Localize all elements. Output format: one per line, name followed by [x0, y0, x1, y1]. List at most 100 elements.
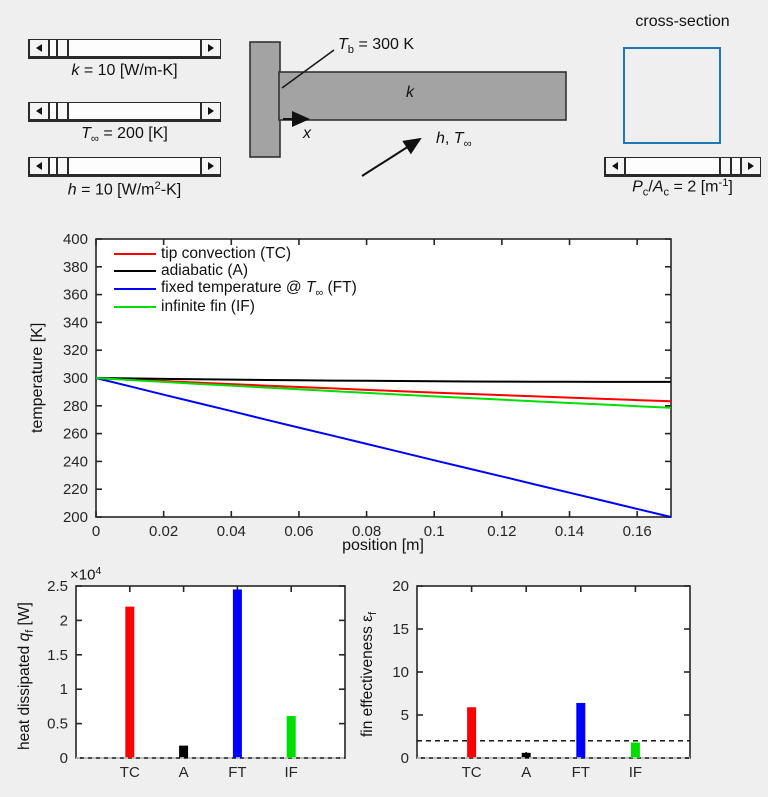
- bar-a: [179, 745, 189, 758]
- y-tick-label: 1.5: [47, 647, 68, 664]
- cross-section-square: [623, 47, 721, 144]
- legend-label-ft: fixed temperature @ T∞ (FT): [161, 279, 357, 299]
- k-slider[interactable]: [28, 39, 221, 59]
- plot-area: [75, 585, 346, 759]
- right-arrow-icon: [208, 162, 218, 170]
- k-slider-right-arrow[interactable]: [200, 40, 220, 56]
- text-segment: T: [305, 279, 316, 297]
- x-tick-label: IF: [629, 764, 642, 781]
- text-segment: A: [652, 178, 664, 196]
- text-segment: 4: [95, 565, 102, 577]
- pa-slider-right-arrow[interactable]: [740, 158, 760, 174]
- y-tick-label: 400: [63, 231, 88, 248]
- h-slider-thumb[interactable]: [56, 158, 69, 174]
- t-inf-slider[interactable]: [28, 102, 221, 122]
- legend-line-ft: [114, 287, 156, 290]
- y-tick-label: 20: [392, 578, 409, 595]
- text-segment: ∞: [463, 137, 472, 150]
- right-arrow-icon: [208, 107, 218, 115]
- text-segment: x: [303, 125, 311, 142]
- text-segment: T: [338, 36, 348, 53]
- t-inf-slider-thumb[interactable]: [56, 103, 69, 119]
- x-tick-label: 0: [92, 523, 100, 540]
- h-slider-track[interactable]: [50, 158, 200, 174]
- h-slider-right-arrow[interactable]: [200, 158, 220, 174]
- x-tick-label: A: [521, 764, 531, 781]
- pa-slider-thumb[interactable]: [719, 158, 733, 174]
- left-arrow-icon: [608, 162, 618, 170]
- series-line: [95, 377, 671, 383]
- legend-label-tc: tip convection (TC): [161, 245, 291, 263]
- y-tick-label: 1: [60, 681, 68, 698]
- t-inf-slider-track[interactable]: [50, 103, 200, 119]
- text-segment: fixed temperature @: [161, 279, 306, 297]
- fin-effectiveness-axis-label: fin effectiveness εf: [359, 612, 379, 737]
- y-tick-label: 260: [63, 426, 88, 443]
- h-slider[interactable]: [28, 157, 221, 177]
- k-slider-track[interactable]: [50, 40, 200, 56]
- text-segment: 2: [154, 180, 161, 192]
- y-tick-label: 200: [63, 509, 88, 526]
- text-segment: k: [406, 84, 414, 101]
- y-tick-label: 2: [60, 612, 68, 629]
- x-tick-label: TC: [120, 764, 140, 781]
- temperature-axis-label: temperature [K]: [29, 322, 46, 433]
- text-segment: infinite fin (IF): [161, 297, 255, 315]
- legend-item-if: infinite fin (IF): [114, 298, 357, 316]
- y-tick-label: 360: [63, 287, 88, 304]
- y-tick-label: 240: [63, 453, 88, 470]
- x-tick-label: FT: [572, 764, 590, 781]
- h-slider-left-arrow[interactable]: [30, 158, 50, 174]
- k-slider-thumb[interactable]: [56, 40, 69, 56]
- t-inf-slider-right-arrow[interactable]: [200, 103, 220, 119]
- chart-legend: tip convection (TC) adiabatic (A) fixed …: [114, 245, 357, 315]
- left-arrow-icon: [32, 44, 42, 52]
- t-inf-slider-left-arrow[interactable]: [30, 103, 50, 119]
- text-segment: /: [648, 178, 653, 196]
- text-segment: = 10 [W/m: [76, 181, 155, 199]
- legend-line-a: [114, 270, 156, 273]
- text-segment: -K]: [160, 181, 182, 199]
- text-segment: = 2 [m: [669, 178, 719, 196]
- convection-arrow-icon: [361, 137, 422, 177]
- bar-tc: [467, 707, 477, 758]
- text-segment: ,: [444, 130, 454, 147]
- x-axis-label: x: [303, 125, 311, 143]
- left-arrow-icon: [32, 107, 42, 115]
- fin-body: [278, 71, 567, 121]
- text-segment: f: [23, 629, 36, 633]
- right-arrow-icon: [748, 162, 758, 170]
- x-tick-label: 0.02: [149, 523, 178, 540]
- text-segment: T: [81, 125, 91, 142]
- series-line: [95, 377, 672, 518]
- left-arrow-icon: [32, 162, 42, 170]
- text-segment: ∞: [315, 286, 324, 299]
- y-tick-label: 2.5: [47, 578, 68, 595]
- text-segment: [W]: [16, 602, 33, 630]
- k-slider-left-arrow[interactable]: [30, 40, 50, 56]
- pa-slider-left-arrow[interactable]: [606, 158, 626, 174]
- position-axis-label: position [m]: [342, 537, 424, 554]
- text-segment: ]: [728, 178, 733, 196]
- text-segment: h: [67, 181, 77, 199]
- tb-leader-line: [281, 49, 335, 89]
- conductivity-label: k: [406, 84, 414, 102]
- pa-slider-track[interactable]: [626, 158, 740, 174]
- x-tick-label: IF: [285, 764, 298, 781]
- y-tick-label: 0: [60, 750, 68, 767]
- x-tick-label: FT: [228, 764, 246, 781]
- pa-ratio-slider[interactable]: [604, 157, 761, 177]
- text-segment: q: [16, 632, 33, 642]
- base-temperature-label: Tb = 300 K: [338, 36, 414, 56]
- text-segment: tip convection (TC): [161, 244, 292, 262]
- bar-ft: [232, 589, 242, 758]
- text-segment: c: [642, 186, 649, 199]
- text-segment: P: [632, 178, 643, 196]
- legend-line-tc: [114, 252, 156, 255]
- x-tick-label: 0.12: [487, 523, 516, 540]
- series-line: [95, 377, 672, 403]
- x-tick-label: 0.14: [555, 523, 584, 540]
- y-tick-label: 300: [63, 370, 88, 387]
- text-segment: h: [436, 130, 445, 147]
- k-slider-label: k = 10 [W/m-K]: [28, 62, 221, 80]
